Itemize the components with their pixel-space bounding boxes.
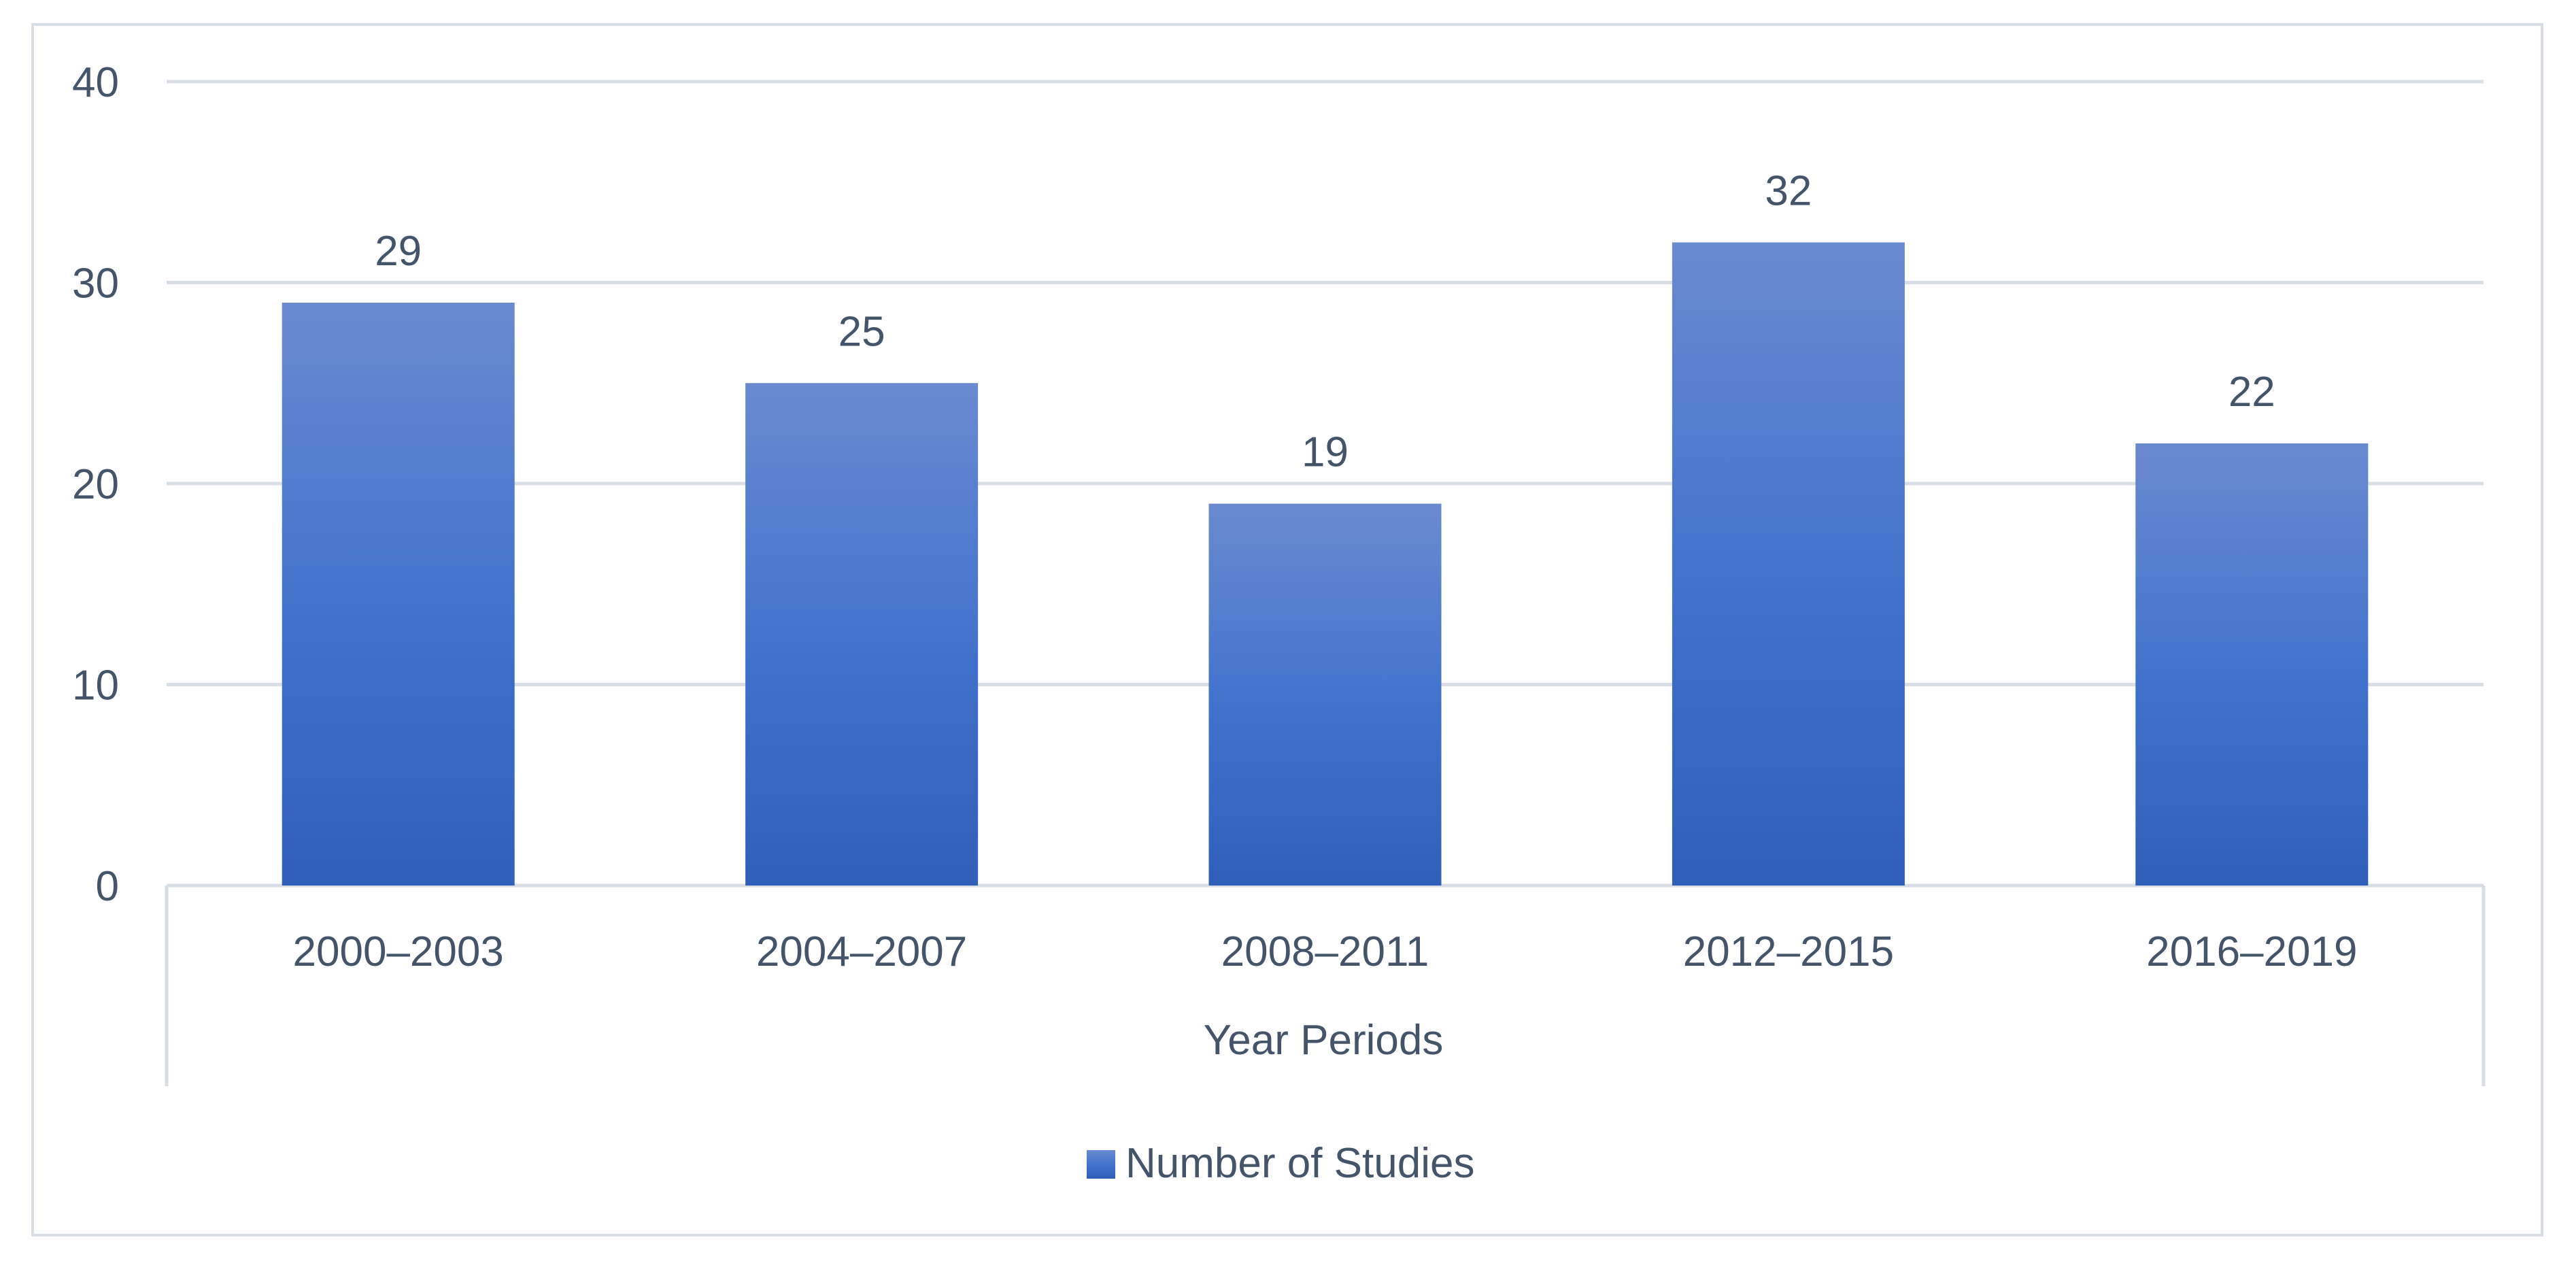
x-tick-label: 2008–2011 <box>1221 928 1429 975</box>
legend-label: Number of Studies <box>1125 1140 1474 1187</box>
bar <box>1672 242 1905 886</box>
x-tick-label: 2016–2019 <box>2146 928 2357 975</box>
bar <box>1208 503 1442 886</box>
y-tick-label: 40 <box>72 59 119 106</box>
x-tick-label: 2012–2015 <box>1683 928 1894 975</box>
x-tick-label: 2004–2007 <box>756 928 967 975</box>
y-tick-label: 0 <box>96 863 119 910</box>
y-tick-label: 20 <box>72 461 119 508</box>
data-label: 32 <box>1765 167 1812 214</box>
y-tick-label: 10 <box>72 662 119 709</box>
legend-swatch <box>1087 1150 1115 1179</box>
data-label: 19 <box>1302 429 1349 476</box>
x-tick-label: 2000–2003 <box>293 928 504 975</box>
data-label: 29 <box>375 228 422 275</box>
bar <box>2135 443 2369 886</box>
bar <box>282 303 515 886</box>
legend: Number of Studies <box>1087 1140 1474 1187</box>
data-label: 22 <box>2228 369 2275 416</box>
bars <box>282 242 2369 886</box>
data-label: 25 <box>838 308 885 355</box>
data-labels: 29 25 19 32 22 <box>375 167 2275 475</box>
x-tick-labels: 2000–2003 2004–2007 2008–2011 2012–2015 2016… <box>293 928 2358 975</box>
y-tick-label: 30 <box>72 260 119 307</box>
y-tick-labels: 0 10 20 30 40 <box>72 59 119 910</box>
bar <box>745 383 979 886</box>
x-axis-title: Year Periods <box>1204 1017 1444 1064</box>
